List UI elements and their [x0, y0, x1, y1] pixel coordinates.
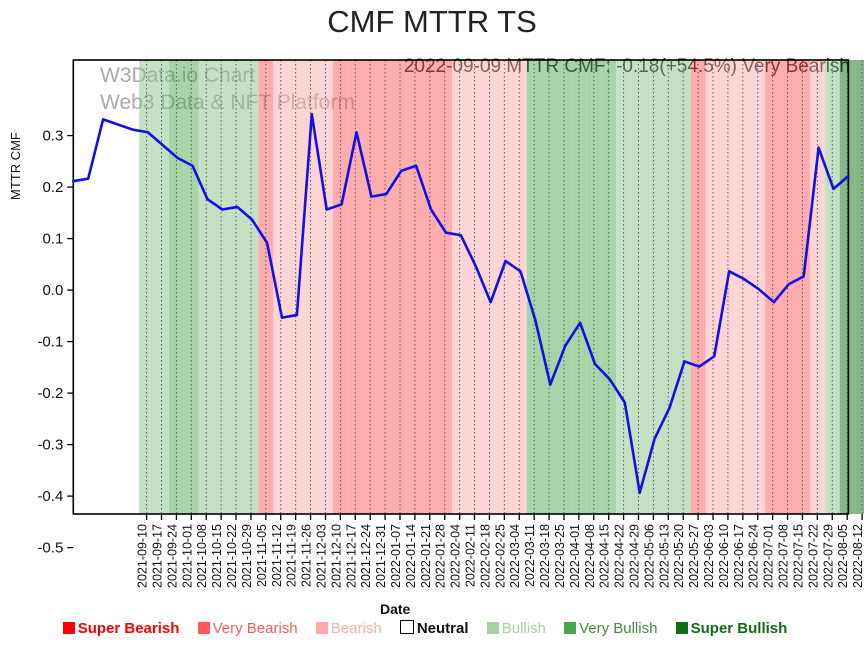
svg-text:2021-09-10: 2021-09-10	[136, 524, 150, 588]
svg-text:2022-02-18: 2022-02-18	[478, 524, 492, 588]
svg-text:2021-11-12: 2021-11-12	[270, 524, 284, 587]
svg-text:-0.2: -0.2	[37, 385, 63, 402]
svg-text:2022-07-15: 2022-07-15	[791, 524, 805, 588]
svg-text:2021-12-17: 2021-12-17	[344, 524, 358, 588]
svg-text:2022-03-18: 2022-03-18	[538, 524, 552, 588]
svg-text:2021-11-19: 2021-11-19	[285, 524, 299, 587]
svg-text:2022-01-21: 2022-01-21	[419, 524, 433, 588]
svg-text:2022-04-08: 2022-04-08	[583, 524, 597, 588]
svg-text:2022-05-27: 2022-05-27	[687, 524, 701, 588]
svg-text:2022-06-17: 2022-06-17	[732, 524, 746, 588]
svg-text:2022-02-11: 2022-02-11	[464, 524, 478, 587]
svg-text:2021-11-26: 2021-11-26	[300, 524, 314, 587]
svg-text:0.3: 0.3	[42, 128, 63, 145]
svg-text:-0.4: -0.4	[37, 488, 63, 505]
svg-text:2022-03-04: 2022-03-04	[508, 524, 522, 588]
svg-text:2021-11-05: 2021-11-05	[255, 524, 269, 587]
svg-text:2021-12-24: 2021-12-24	[359, 524, 373, 588]
svg-text:2022-08-12: 2022-08-12	[851, 524, 864, 588]
svg-text:0.0: 0.0	[42, 282, 63, 299]
svg-text:2022-04-22: 2022-04-22	[613, 524, 627, 588]
svg-text:2021-10-29: 2021-10-29	[240, 524, 254, 588]
svg-text:2022-03-25: 2022-03-25	[553, 524, 567, 588]
svg-text:2021-12-10: 2021-12-10	[329, 524, 343, 588]
svg-text:2022-04-01: 2022-04-01	[568, 524, 582, 588]
svg-text:0.1: 0.1	[42, 231, 63, 248]
svg-text:2021-09-17: 2021-09-17	[151, 524, 165, 588]
svg-text:2022-05-20: 2022-05-20	[672, 524, 686, 588]
svg-text:2022-02-04: 2022-02-04	[449, 524, 463, 588]
svg-text:2021-12-31: 2021-12-31	[374, 524, 388, 588]
svg-text:0.2: 0.2	[42, 179, 63, 196]
svg-text:2022-01-28: 2022-01-28	[434, 524, 448, 588]
svg-text:2021-10-08: 2021-10-08	[195, 524, 209, 588]
svg-text:-0.1: -0.1	[37, 334, 63, 351]
svg-text:2021-10-15: 2021-10-15	[210, 524, 224, 588]
svg-text:2022-05-13: 2022-05-13	[657, 524, 671, 588]
svg-text:-0.3: -0.3	[37, 437, 63, 454]
svg-text:2021-12-03: 2021-12-03	[314, 524, 328, 588]
svg-text:-0.5: -0.5	[37, 540, 63, 557]
svg-text:2022-05-06: 2022-05-06	[642, 524, 656, 588]
svg-text:2022-06-03: 2022-06-03	[702, 524, 716, 588]
svg-text:2022-02-25: 2022-02-25	[493, 524, 507, 588]
svg-text:2022-07-29: 2022-07-29	[821, 524, 835, 588]
svg-text:2022-03-11: 2022-03-11	[523, 524, 537, 587]
svg-text:2021-10-01: 2021-10-01	[180, 524, 194, 588]
svg-text:2022-08-05: 2022-08-05	[836, 524, 850, 588]
svg-text:2021-10-22: 2021-10-22	[225, 524, 239, 588]
svg-text:2022-07-01: 2022-07-01	[762, 524, 776, 588]
svg-text:2022-04-15: 2022-04-15	[598, 524, 612, 588]
svg-text:2022-07-22: 2022-07-22	[806, 524, 820, 588]
svg-text:2022-04-29: 2022-04-29	[627, 524, 641, 588]
svg-text:2022-06-24: 2022-06-24	[747, 524, 761, 588]
svg-text:2022-01-14: 2022-01-14	[404, 524, 418, 588]
svg-text:2022-01-07: 2022-01-07	[389, 524, 403, 588]
svg-text:2022-06-10: 2022-06-10	[717, 524, 731, 588]
svg-text:2022-07-08: 2022-07-08	[777, 524, 791, 588]
svg-text:2021-09-24: 2021-09-24	[165, 524, 179, 588]
